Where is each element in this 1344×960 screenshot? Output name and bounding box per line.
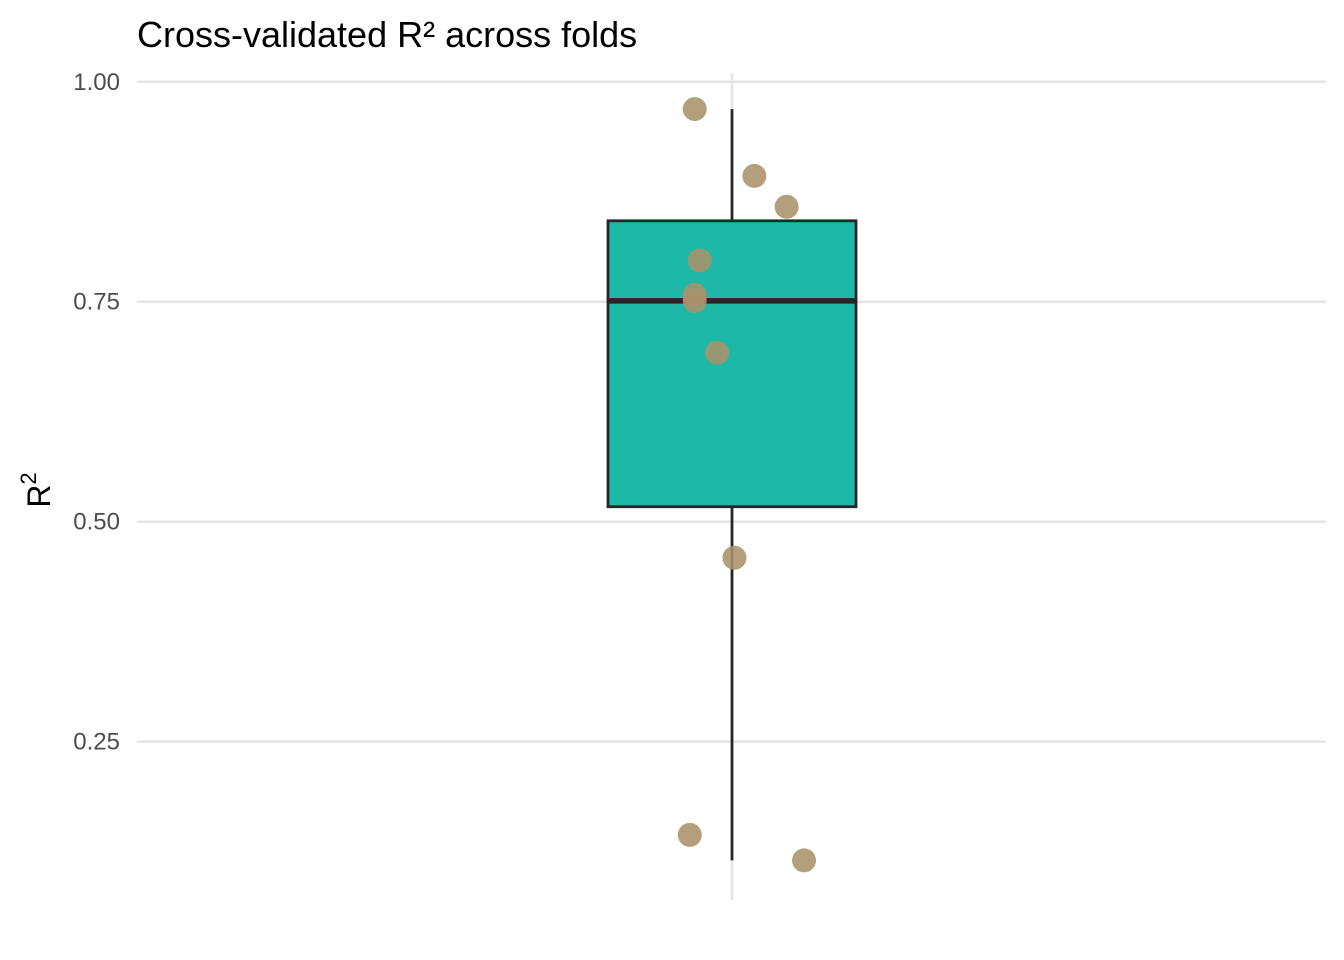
box-layer <box>606 109 858 861</box>
data-point <box>687 248 712 273</box>
data-point <box>792 848 817 873</box>
y-tick-label: 0.75 <box>73 289 120 316</box>
y-tick-label: 0.50 <box>73 509 120 536</box>
y-axis-title-base: R <box>21 485 57 508</box>
y-tick-label: 0.25 <box>73 729 120 756</box>
box-iqr <box>606 219 858 509</box>
points-layer <box>677 97 817 873</box>
data-point <box>682 97 707 122</box>
data-point <box>774 194 799 219</box>
data-point <box>677 822 702 847</box>
data-point <box>705 340 730 365</box>
data-point <box>722 545 747 570</box>
y-axis-title: R2 <box>16 472 57 507</box>
data-point <box>682 288 707 313</box>
data-point <box>742 163 767 188</box>
y-tick-label: 1.00 <box>73 69 120 96</box>
y-tick-labels: 0.25 0.50 0.75 1.00 <box>73 69 120 756</box>
y-axis-title-superscript: 2 <box>16 472 41 484</box>
chart-title: Cross-validated R² across folds <box>137 14 637 55</box>
